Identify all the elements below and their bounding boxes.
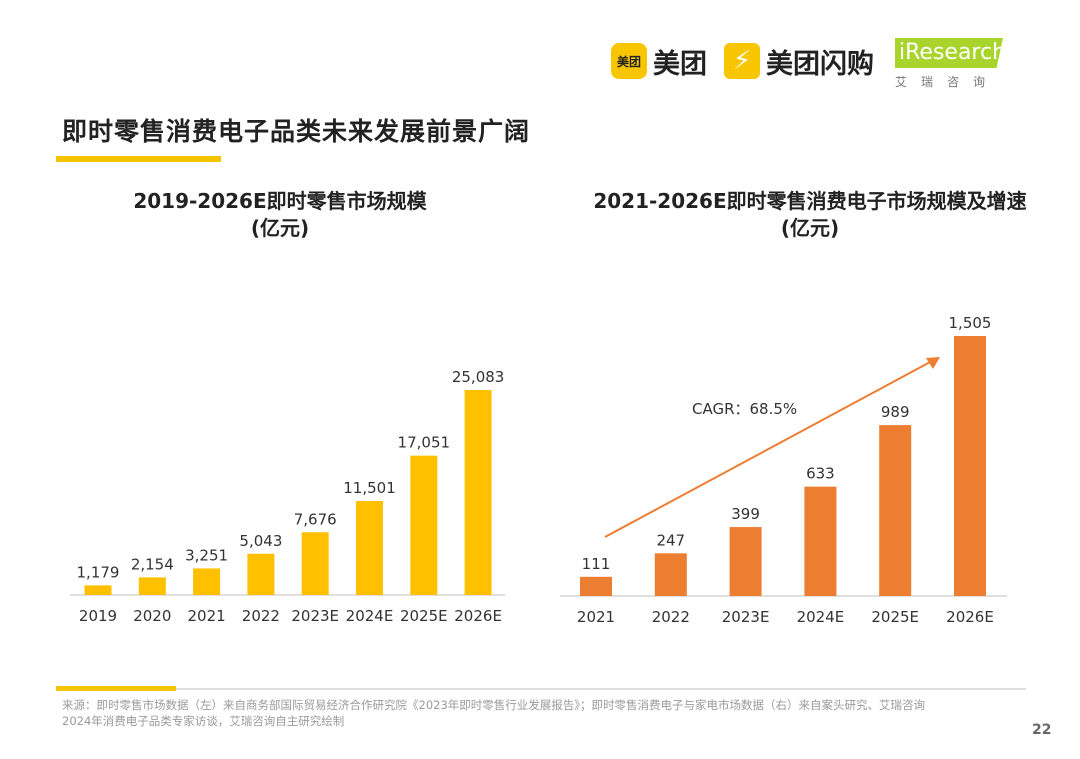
right-data-label: 1,505 xyxy=(949,314,992,332)
shangou-logo-text: 美团闪购 xyxy=(766,49,874,80)
left-bar xyxy=(301,532,329,595)
cagr-arrow xyxy=(604,360,933,538)
right-data-label: 399 xyxy=(731,505,760,523)
right-category-label: 2025E xyxy=(871,608,919,626)
left-chart-title: 2019-2026E即时零售市场规模 (亿元) xyxy=(80,188,480,242)
left-chart-unit: (亿元) xyxy=(250,216,310,240)
left-bar xyxy=(464,390,492,595)
right-data-label: 633 xyxy=(806,465,835,483)
left-category-label: 2026E xyxy=(454,607,502,625)
left-category-label: 2021 xyxy=(188,607,226,625)
right-bar xyxy=(580,576,612,596)
left-bar xyxy=(138,577,166,595)
cagr-arrow-head-icon xyxy=(926,357,940,369)
right-category-label: 2026E xyxy=(946,608,994,626)
right-category-label: 2022 xyxy=(652,608,690,626)
right-bar xyxy=(729,527,762,596)
meituan-app-logo: 美团 xyxy=(611,43,647,79)
right-bar xyxy=(954,336,986,596)
right-chart-title-text: 2021-2026E即时零售消费电子市场规模及增速 xyxy=(593,189,1027,213)
source-line-1: 来源：即时零售市场数据（左）来自商务部国际贸易经济合作研究院《2023年即时零售… xyxy=(62,698,926,712)
right-bar xyxy=(804,486,837,596)
right-category-label: 2021 xyxy=(577,608,615,626)
lightning-logo-icon: ⚡ xyxy=(724,43,760,79)
left-data-label: 3,251 xyxy=(185,546,228,564)
right-bar xyxy=(654,553,687,596)
iresearch-logo: iResearch xyxy=(895,38,1003,68)
left-data-label: 2,154 xyxy=(131,555,174,573)
right-chart-title: 2021-2026E即时零售消费电子市场规模及增速 (亿元) xyxy=(560,188,1060,242)
left-category-label: 2022 xyxy=(242,607,280,625)
left-bar xyxy=(247,553,275,595)
left-category-label: 2024E xyxy=(346,607,394,625)
left-bar xyxy=(356,501,383,595)
left-bar xyxy=(410,455,438,595)
right-data-label: 111 xyxy=(582,555,611,573)
iresearch-logo-cn: 艾瑞咨询 xyxy=(895,75,1000,89)
meituan-logo-text: 美团 xyxy=(653,49,707,80)
right-data-label: 989 xyxy=(881,403,910,421)
left-chart-title-text: 2019-2026E即时零售市场规模 xyxy=(133,189,427,213)
right-category-label: 2023E xyxy=(722,608,770,626)
source-note: 来源：即时零售市场数据（左）来自商务部国际贸易经济合作研究院《2023年即时零售… xyxy=(62,697,1022,729)
footer-divider xyxy=(56,688,1026,690)
right-data-label: 247 xyxy=(656,531,685,549)
left-bar xyxy=(193,568,221,595)
left-category-label: 2023E xyxy=(291,607,339,625)
title-underline xyxy=(56,156,221,162)
cagr-annotation: CAGR：68.5% xyxy=(692,400,797,418)
left-data-label: 5,043 xyxy=(239,532,282,550)
page-number: 22 xyxy=(1032,722,1052,738)
left-data-label: 1,179 xyxy=(77,563,120,581)
left-data-label: 7,676 xyxy=(294,510,337,528)
left-category-label: 2025E xyxy=(400,607,448,625)
right-bar xyxy=(879,425,912,596)
left-category-label: 2020 xyxy=(133,607,171,625)
right-chart-unit: (亿元) xyxy=(780,216,840,240)
left-data-label: 11,501 xyxy=(343,479,396,497)
left-data-label: 25,083 xyxy=(452,368,505,386)
footer-accent xyxy=(56,686,176,691)
left-category-label: 2019 xyxy=(79,607,117,625)
source-line-2: 2024年消费电子品类专家访谈，艾瑞咨询自主研究绘制 xyxy=(62,714,345,728)
left-data-label: 17,051 xyxy=(398,434,451,452)
page-title: 即时零售消费电子品类未来发展前景广阔 xyxy=(62,117,531,146)
right-category-label: 2024E xyxy=(797,608,845,626)
left-bar xyxy=(84,585,112,595)
